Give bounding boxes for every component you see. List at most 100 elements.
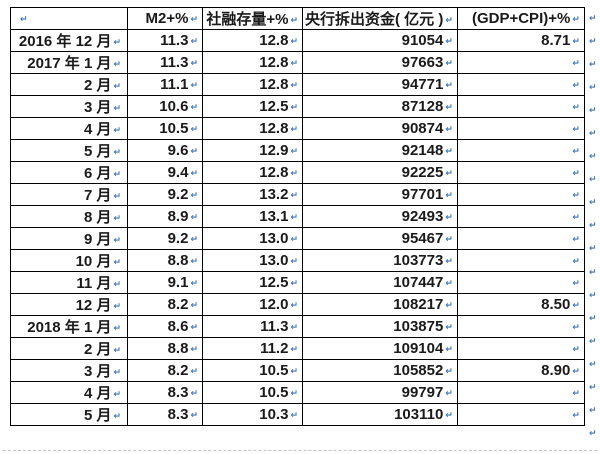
value-cell[interactable]: 107447 ↵ (302, 271, 458, 294)
value-cell[interactable]: 91054 ↵ (302, 29, 458, 52)
value-cell[interactable]: 10.5 ↵ (127, 117, 203, 140)
value-cell[interactable]: ↵ (456, 249, 585, 272)
value-cell[interactable]: 12.8 ↵ (202, 161, 303, 184)
date-cell[interactable]: 2018 年 1 月 ↵ (10, 315, 128, 338)
value-cell[interactable]: 99797 ↵ (302, 381, 458, 404)
value-cell[interactable]: 8.90 ↵ (456, 359, 585, 382)
row-end-mark-icon: ↵ (589, 59, 597, 70)
date-label: 12 月 (75, 297, 112, 314)
value-cell[interactable]: 12.0 ↵ (202, 293, 303, 316)
column-header-cell[interactable]: 社融存量+% ↵ (202, 7, 303, 30)
value-cell[interactable]: 8.71 ↵ (456, 29, 585, 52)
date-cell[interactable]: 7 月 ↵ (10, 183, 128, 206)
date-cell[interactable]: 4 月 ↵ (10, 117, 128, 140)
value-cell[interactable]: ↵ (456, 315, 585, 338)
date-cell[interactable]: 2016 年 12 月 ↵ (10, 29, 128, 52)
value-cell[interactable]: ↵ (456, 205, 585, 228)
value-cell[interactable]: 12.5 ↵ (202, 95, 303, 118)
value-cell[interactable]: 11.3 ↵ (202, 315, 303, 338)
value-cell[interactable]: 13.2 ↵ (202, 183, 303, 206)
value-cell[interactable]: 11.2 ↵ (202, 337, 303, 360)
date-cell[interactable]: 2 月 ↵ (10, 73, 128, 96)
date-cell[interactable]: 2 月 ↵ (10, 337, 128, 360)
value-cell[interactable]: ↵ (456, 161, 585, 184)
value-cell[interactable]: ↵ (456, 117, 585, 140)
column-header-cell[interactable]: M2+% ↵ (127, 7, 203, 30)
cell-end-mark-icon: ↵ (290, 212, 298, 222)
value-cell[interactable]: 103110 ↵ (302, 403, 458, 426)
value-cell[interactable]: 10.5 ↵ (202, 359, 303, 382)
value-cell[interactable]: 8.3 ↵ (127, 381, 203, 404)
value-cell[interactable]: 108217 ↵ (302, 293, 458, 316)
value-cell[interactable]: 10.6 ↵ (127, 95, 203, 118)
date-cell[interactable]: 3 月 ↵ (10, 95, 128, 118)
value-cell[interactable]: 11.1 ↵ (127, 73, 203, 96)
value-cell[interactable]: 12.8 ↵ (202, 51, 303, 74)
value-cell[interactable]: 8.3 ↵ (127, 403, 203, 426)
value-cell[interactable]: 12.5 ↵ (202, 271, 303, 294)
date-cell[interactable]: 12 月 ↵ (10, 293, 128, 316)
value-cell[interactable]: 12.9 ↵ (202, 139, 303, 162)
value-cell[interactable]: 8.6 ↵ (127, 315, 203, 338)
value-cell[interactable]: 87128 ↵ (302, 95, 458, 118)
value-cell[interactable]: ↵ (456, 183, 585, 206)
value-cell[interactable]: ↵ (456, 337, 585, 360)
date-cell[interactable]: 6 月 ↵ (10, 161, 128, 184)
cell-end-mark-icon: ↵ (290, 410, 298, 420)
column-header-cell[interactable]: 央行拆出资金( 亿元 ) ↵ (302, 7, 458, 30)
value-cell[interactable]: 103875 ↵ (302, 315, 458, 338)
value-cell[interactable]: 8.9 ↵ (127, 205, 203, 228)
date-cell[interactable]: 5 月 ↵ (10, 139, 128, 162)
value-cell[interactable]: 13.0 ↵ (202, 227, 303, 250)
date-cell[interactable]: 10 月 ↵ (10, 249, 128, 272)
value-cell[interactable]: 9.6 ↵ (127, 139, 203, 162)
value-cell[interactable]: 11.3 ↵ (127, 29, 203, 52)
date-cell[interactable]: 9 月 ↵ (10, 227, 128, 250)
value-cell[interactable]: ↵ (456, 271, 585, 294)
value-cell[interactable]: 9.1 ↵ (127, 271, 203, 294)
date-cell[interactable]: 3 月 ↵ (10, 359, 128, 382)
value-cell[interactable]: 13.1 ↵ (202, 205, 303, 228)
column-header-cell[interactable]: (GDP+CPI)+% ↵ (456, 7, 585, 30)
value-cell[interactable]: 8.2 ↵ (127, 293, 203, 316)
value-cell[interactable]: ↵ (456, 403, 585, 426)
value-cell[interactable]: 12.8 ↵ (202, 29, 303, 52)
row-end-mark-icon: ↵ (589, 381, 597, 392)
value-cell[interactable]: 9.2 ↵ (127, 183, 203, 206)
value-cell[interactable]: ↵ (456, 139, 585, 162)
value-cell[interactable]: 105852 ↵ (302, 359, 458, 382)
value-cell[interactable]: 92493 ↵ (302, 205, 458, 228)
date-cell[interactable]: 4 月 ↵ (10, 381, 128, 404)
date-cell[interactable]: 8 月 ↵ (10, 205, 128, 228)
value-cell[interactable]: 8.50 ↵ (456, 293, 585, 316)
corner-header-cell[interactable]: ↵ (10, 7, 128, 30)
value-cell[interactable]: 109104 ↵ (302, 337, 458, 360)
value-cell[interactable]: ↵ (456, 227, 585, 250)
value-cell[interactable]: ↵ (456, 73, 585, 96)
value-cell[interactable]: 10.3 ↵ (202, 403, 303, 426)
value-cell[interactable]: 8.8 ↵ (127, 249, 203, 272)
date-cell[interactable]: 11 月 ↵ (10, 271, 128, 294)
value-cell[interactable]: 12.8 ↵ (202, 73, 303, 96)
value-cell[interactable]: ↵ (456, 381, 585, 404)
date-cell[interactable]: 5 月 ↵ (10, 403, 128, 426)
value-cell[interactable]: 10.5 ↵ (202, 381, 303, 404)
value-cell[interactable]: 9.4 ↵ (127, 161, 203, 184)
value-cell[interactable]: 95467 ↵ (302, 227, 458, 250)
value-cell[interactable]: 8.8 ↵ (127, 337, 203, 360)
value-cell[interactable]: 11.3 ↵ (127, 51, 203, 74)
value-cell[interactable]: 9.2 ↵ (127, 227, 203, 250)
value-cell[interactable]: 13.0 ↵ (202, 249, 303, 272)
value-cell[interactable]: 12.8 ↵ (202, 117, 303, 140)
value-cell[interactable]: 92225 ↵ (302, 161, 458, 184)
value-cell[interactable]: 8.2 ↵ (127, 359, 203, 382)
value-cell[interactable]: 97663 ↵ (302, 51, 458, 74)
date-cell[interactable]: 2017 年 1 月 ↵ (10, 51, 128, 74)
value-cell[interactable]: 90874 ↵ (302, 117, 458, 140)
value-cell[interactable]: 92148 ↵ (302, 139, 458, 162)
value-cell[interactable]: 103773 ↵ (302, 249, 458, 272)
value-cell[interactable]: 97701 ↵ (302, 183, 458, 206)
value-cell[interactable]: 94771 ↵ (302, 73, 458, 96)
value-cell[interactable]: ↵ (456, 51, 585, 74)
value-cell[interactable]: ↵ (456, 95, 585, 118)
